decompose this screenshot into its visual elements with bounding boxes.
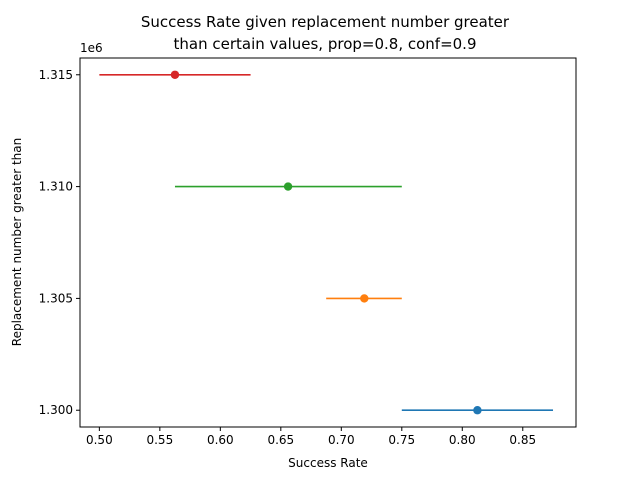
x-tick-label: 0.60 (207, 433, 234, 447)
plot-area (99, 70, 554, 415)
y-tick-label: 1.300 (39, 403, 73, 417)
y-axis: 1.300 1.305 1.310 1.315 (39, 68, 80, 417)
x-tick-label: 0.85 (509, 433, 536, 447)
x-axis-label: Success Rate (288, 456, 368, 470)
x-tick-label: 0.75 (388, 433, 415, 447)
data-point (283, 182, 293, 191)
x-axis: 0.50 0.55 0.60 0.65 0.70 0.75 0.80 0.85 (86, 427, 536, 447)
chart-title-line-2: than certain values, prop=0.8, conf=0.9 (174, 35, 477, 53)
x-tick-label: 0.65 (267, 433, 294, 447)
x-tick-label: 0.55 (146, 433, 173, 447)
y-tick-label: 1.315 (39, 68, 73, 82)
y-offset-label: 1e6 (80, 41, 103, 55)
data-point (170, 70, 180, 79)
chart-title-line-1: Success Rate given replacement number gr… (141, 13, 510, 31)
y-tick-label: 1.305 (39, 291, 73, 305)
x-tick-label: 0.80 (449, 433, 476, 447)
x-tick-label: 0.70 (328, 433, 355, 447)
data-point (360, 294, 369, 303)
x-tick-label: 0.50 (86, 433, 113, 447)
data-point (473, 406, 482, 415)
plot-frame (79, 57, 577, 428)
y-tick-label: 1.310 (39, 180, 73, 194)
y-axis-label: Replacement number greater than (10, 138, 24, 346)
